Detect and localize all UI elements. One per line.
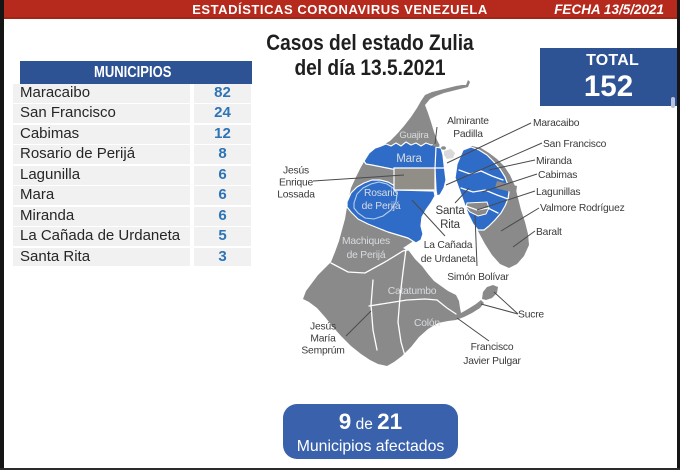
svg-text:Baralt: Baralt xyxy=(536,227,562,238)
svg-text:Lossada: Lossada xyxy=(277,190,315,201)
svg-text:Rosario: Rosario xyxy=(364,188,399,199)
svg-text:Almirante: Almirante xyxy=(447,116,489,127)
svg-text:Semprúm: Semprúm xyxy=(301,346,344,357)
svg-text:Maracaibo: Maracaibo xyxy=(533,118,580,129)
svg-text:Lagunillas: Lagunillas xyxy=(536,187,580,198)
svg-text:Colón: Colón xyxy=(414,318,440,329)
svg-text:Cabimas: Cabimas xyxy=(538,170,577,181)
svg-text:Machiques: Machiques xyxy=(342,236,390,247)
svg-text:Catatumbo: Catatumbo xyxy=(388,286,437,297)
svg-text:de Urdaneta: de Urdaneta xyxy=(421,254,476,265)
svg-text:Padilla: Padilla xyxy=(453,129,483,140)
svg-text:de Perijá: de Perijá xyxy=(362,201,401,212)
svg-text:Jesús: Jesús xyxy=(283,166,309,177)
svg-text:Enrique: Enrique xyxy=(279,178,314,189)
svg-text:Mara: Mara xyxy=(396,153,422,165)
svg-text:Santa: Santa xyxy=(435,205,465,217)
svg-text:Javier Pulgar: Javier Pulgar xyxy=(463,356,521,367)
svg-text:Simón Bolívar: Simón Bolívar xyxy=(447,272,509,283)
svg-text:Francisco: Francisco xyxy=(471,342,514,353)
svg-text:María: María xyxy=(310,334,336,345)
svg-text:de Perijá: de Perijá xyxy=(347,250,386,261)
svg-text:La Cañada: La Cañada xyxy=(424,240,473,251)
svg-text:Valmore Rodríguez: Valmore Rodríguez xyxy=(540,203,625,214)
svg-text:Sucre: Sucre xyxy=(518,310,544,321)
svg-text:Rita: Rita xyxy=(440,219,460,231)
svg-text:San Francisco: San Francisco xyxy=(543,139,607,150)
svg-text:Miranda: Miranda xyxy=(536,156,572,167)
svg-text:Guajira: Guajira xyxy=(399,130,429,141)
svg-text:Jesús: Jesús xyxy=(310,322,336,333)
